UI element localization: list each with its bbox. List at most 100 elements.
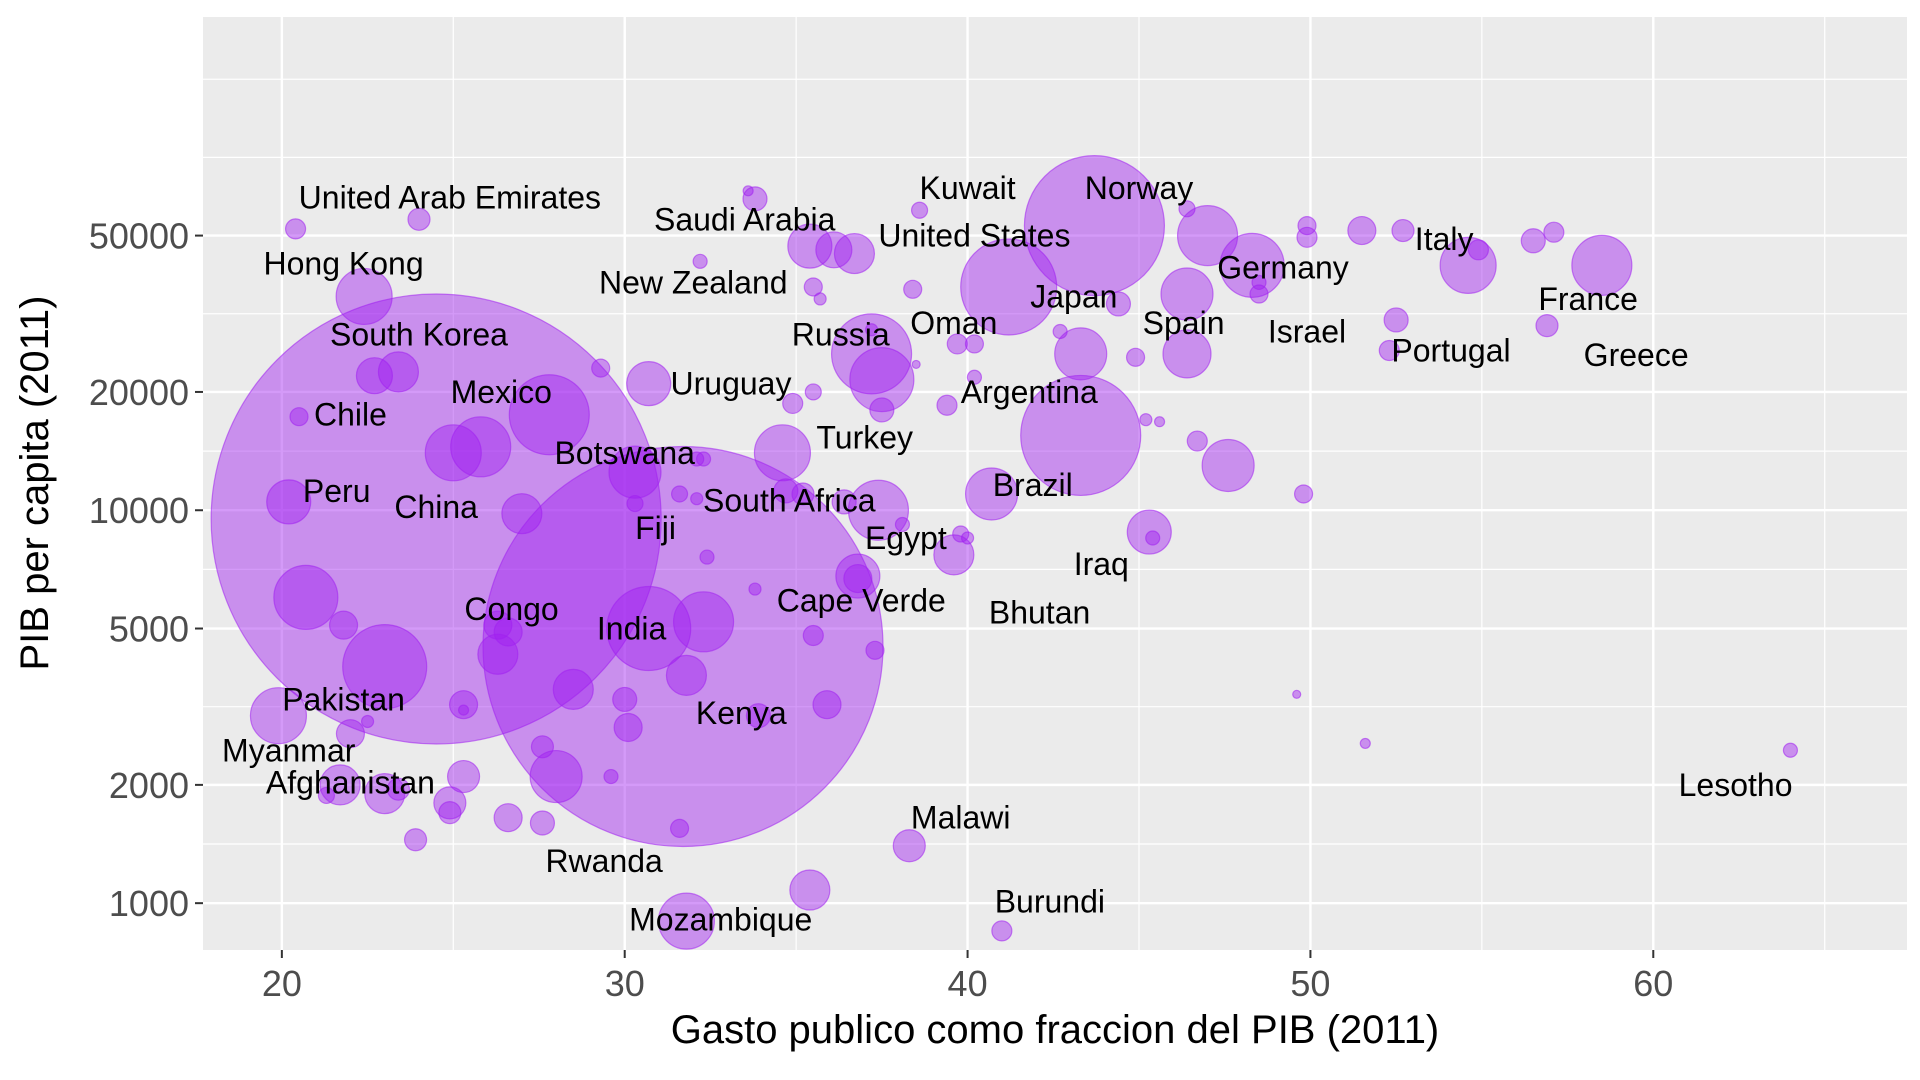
data-point	[936, 394, 958, 416]
country-label: Rwanda	[545, 843, 663, 879]
country-label: Oman	[910, 305, 997, 341]
data-point	[1535, 314, 1559, 338]
data-point	[1251, 274, 1267, 291]
data-point	[1520, 228, 1546, 254]
data-point	[407, 207, 431, 231]
data-point	[603, 768, 619, 785]
country-label: Kuwait	[920, 170, 1016, 206]
data-point	[830, 313, 913, 395]
data-point	[1145, 530, 1161, 546]
country-label: United Arab Emirates	[299, 180, 601, 216]
x-tick-label: 40	[948, 963, 988, 1004]
data-point	[1383, 307, 1409, 333]
data-point	[670, 485, 689, 503]
data-point	[1125, 347, 1146, 367]
data-point	[1439, 236, 1497, 294]
country-label: Greece	[1584, 337, 1689, 373]
data-point	[865, 640, 885, 660]
data-point	[1293, 484, 1314, 504]
axes: 20 30 40 50 60 1000 2000 5000 10000 20000 50000	[89, 216, 1673, 1004]
country-label: Bhutan	[989, 594, 1090, 630]
country-label: Turkey	[816, 420, 913, 456]
data-point	[789, 869, 831, 911]
x-tick-label: 60	[1633, 963, 1673, 1004]
y-tick-label: 5000	[109, 609, 189, 650]
data-point	[501, 493, 543, 535]
data-point	[335, 719, 366, 749]
data-point	[787, 223, 833, 269]
data-point	[433, 786, 467, 820]
data-point	[1023, 155, 1166, 297]
data-point	[791, 482, 815, 506]
data-point	[1292, 689, 1302, 699]
data-point	[529, 810, 556, 836]
data-point	[1543, 221, 1565, 243]
data-point	[508, 374, 590, 456]
data-point	[1571, 234, 1633, 296]
data-point	[843, 563, 873, 594]
point-labels: United Arab Emirates Hong Kong South Korea…	[222, 170, 1792, 937]
data-point	[1054, 327, 1108, 381]
country-label: Italy	[1415, 221, 1474, 257]
data-point	[869, 397, 895, 423]
data-point	[831, 489, 857, 515]
data-point	[364, 773, 406, 815]
data-point	[446, 759, 481, 794]
data-point	[1391, 218, 1415, 243]
y-tick-label: 50000	[89, 216, 189, 257]
country-label: Myanmar	[222, 732, 356, 768]
data-point	[360, 714, 375, 729]
data-point	[802, 624, 824, 647]
data-point	[1160, 267, 1214, 321]
data-point	[933, 534, 975, 576]
country-label: New Zealand	[599, 264, 788, 300]
country-label: Norway	[1085, 170, 1193, 206]
country-label: China	[394, 489, 478, 525]
country-label: United States	[878, 218, 1070, 254]
country-label: Argentina	[961, 374, 1098, 410]
data-point	[266, 479, 312, 525]
data-point	[289, 407, 309, 427]
data-point	[1249, 284, 1269, 304]
data-point	[613, 712, 643, 743]
data-point	[626, 494, 644, 513]
data-point	[493, 803, 523, 833]
x-tick-label: 20	[262, 963, 302, 1004]
data-point	[1297, 216, 1317, 236]
country-label: France	[1538, 281, 1638, 317]
data-point	[317, 786, 336, 805]
data-point	[1201, 438, 1255, 493]
data-point	[529, 749, 583, 804]
country-label: Germany	[1217, 249, 1349, 285]
data-point	[1178, 200, 1196, 218]
data-point	[1162, 329, 1212, 379]
country-label: Saudi Arabia	[654, 201, 836, 237]
data-point	[438, 801, 462, 825]
data-point	[742, 185, 754, 197]
data-point	[612, 686, 638, 713]
y-tick-label: 2000	[109, 765, 189, 806]
data-point	[1105, 291, 1132, 317]
country-label: Burundi	[995, 883, 1105, 919]
country-label: Uruguay	[671, 366, 792, 402]
data-point	[669, 818, 690, 838]
country-label: Congo	[464, 591, 558, 627]
data-point	[804, 383, 822, 401]
data-point	[273, 564, 339, 631]
data-point	[960, 238, 1058, 336]
data-point	[606, 585, 692, 672]
data-point	[210, 293, 662, 745]
country-label: Brazil	[993, 467, 1073, 503]
data-point	[1153, 416, 1166, 428]
data-point	[815, 231, 853, 269]
data-point	[910, 201, 929, 219]
data-point	[864, 323, 879, 337]
data-point	[403, 828, 428, 852]
data-point	[803, 277, 823, 297]
data-point	[960, 531, 975, 545]
data-point	[1052, 323, 1068, 340]
data-point	[493, 617, 523, 647]
country-label: Egypt	[865, 520, 947, 556]
data-point	[672, 591, 735, 653]
country-label: Russia	[792, 317, 890, 353]
